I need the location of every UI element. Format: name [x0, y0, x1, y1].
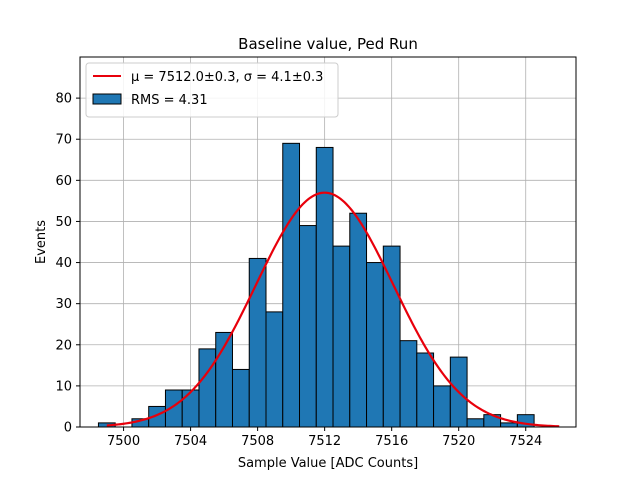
plot-frame [79, 56, 577, 428]
x-axis-title: Sample Value [ADC Counts] [238, 456, 418, 471]
y-tick-label: 60 [55, 174, 72, 189]
histogram-bar [416, 352, 435, 428]
y-tick-label: 80 [55, 92, 72, 107]
histogram-bar [366, 262, 384, 428]
x-tick-label: 7508 [241, 434, 274, 449]
x-tick-label: 7512 [308, 434, 341, 449]
x-tick-label: 7524 [509, 434, 542, 449]
legend-histogram-label: RMS = 4.31 [131, 93, 208, 108]
y-axis-title: Events [34, 220, 49, 264]
x-axis-ticks: 7500 7504 7508 7512 7516 7520 7524 [107, 427, 542, 449]
y-axis-ticks: 0 10 20 30 40 50 60 70 80 [55, 92, 80, 436]
chart-title: Baseline value, Ped Run [238, 35, 418, 53]
histogram-bar [231, 368, 250, 428]
y-tick-label: 40 [55, 256, 72, 271]
histogram-bar [299, 225, 317, 428]
y-tick-label: 50 [55, 215, 72, 230]
histogram-bar [315, 146, 334, 428]
y-tick-label: 0 [64, 421, 72, 436]
histogram-bars [97, 142, 535, 428]
x-tick-label: 7500 [107, 434, 140, 449]
histogram-bar [332, 245, 351, 428]
histogram-bar [265, 311, 284, 428]
y-tick-label: 30 [55, 297, 72, 312]
histogram-bar [466, 418, 485, 428]
histogram-bar [181, 389, 200, 428]
legend: μ = 7512.0±0.3, σ = 4.1±0.3 RMS = 4.31 [85, 62, 339, 118]
x-tick-label: 7504 [174, 434, 207, 449]
y-tick-label: 70 [55, 133, 72, 148]
legend-box [85, 62, 339, 118]
histogram-bar [382, 245, 401, 428]
histogram-bar [282, 142, 301, 428]
histogram-bar [399, 340, 418, 428]
legend-fit-label: μ = 7512.0±0.3, σ = 4.1±0.3 [131, 70, 323, 85]
y-tick-label: 10 [55, 379, 72, 394]
x-tick-label: 7520 [442, 434, 475, 449]
histogram-bar [198, 348, 217, 428]
fit-curve [106, 191, 560, 428]
x-tick-label: 7516 [375, 434, 408, 449]
fit-curve-layer [106, 191, 560, 428]
legend-histogram-swatch [92, 93, 122, 105]
y-tick-label: 20 [55, 338, 72, 353]
histogram-bar [349, 212, 368, 428]
histogram-bar [433, 385, 451, 428]
histogram-bar [500, 422, 518, 428]
